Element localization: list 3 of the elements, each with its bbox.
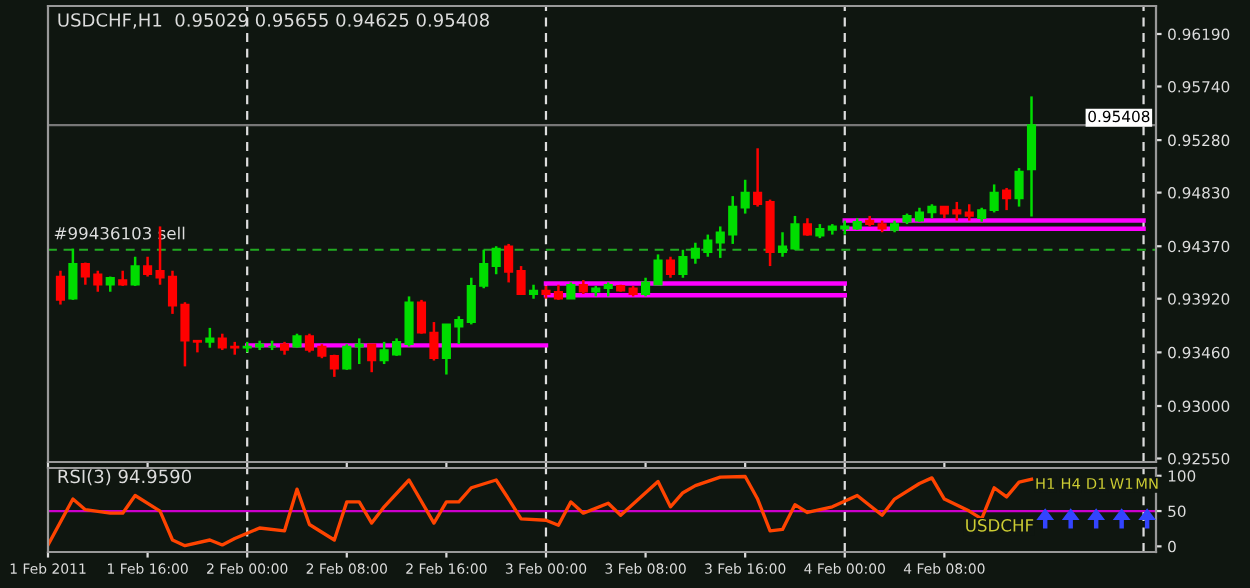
chart-title: RSI(3) 94.9590 (58, 469, 191, 486)
chart-title: USDCHF,H1 0.95029 0.95655 0.94625 0.95408 (58, 13, 489, 29)
annotation: USDCHF (966, 519, 1034, 532)
